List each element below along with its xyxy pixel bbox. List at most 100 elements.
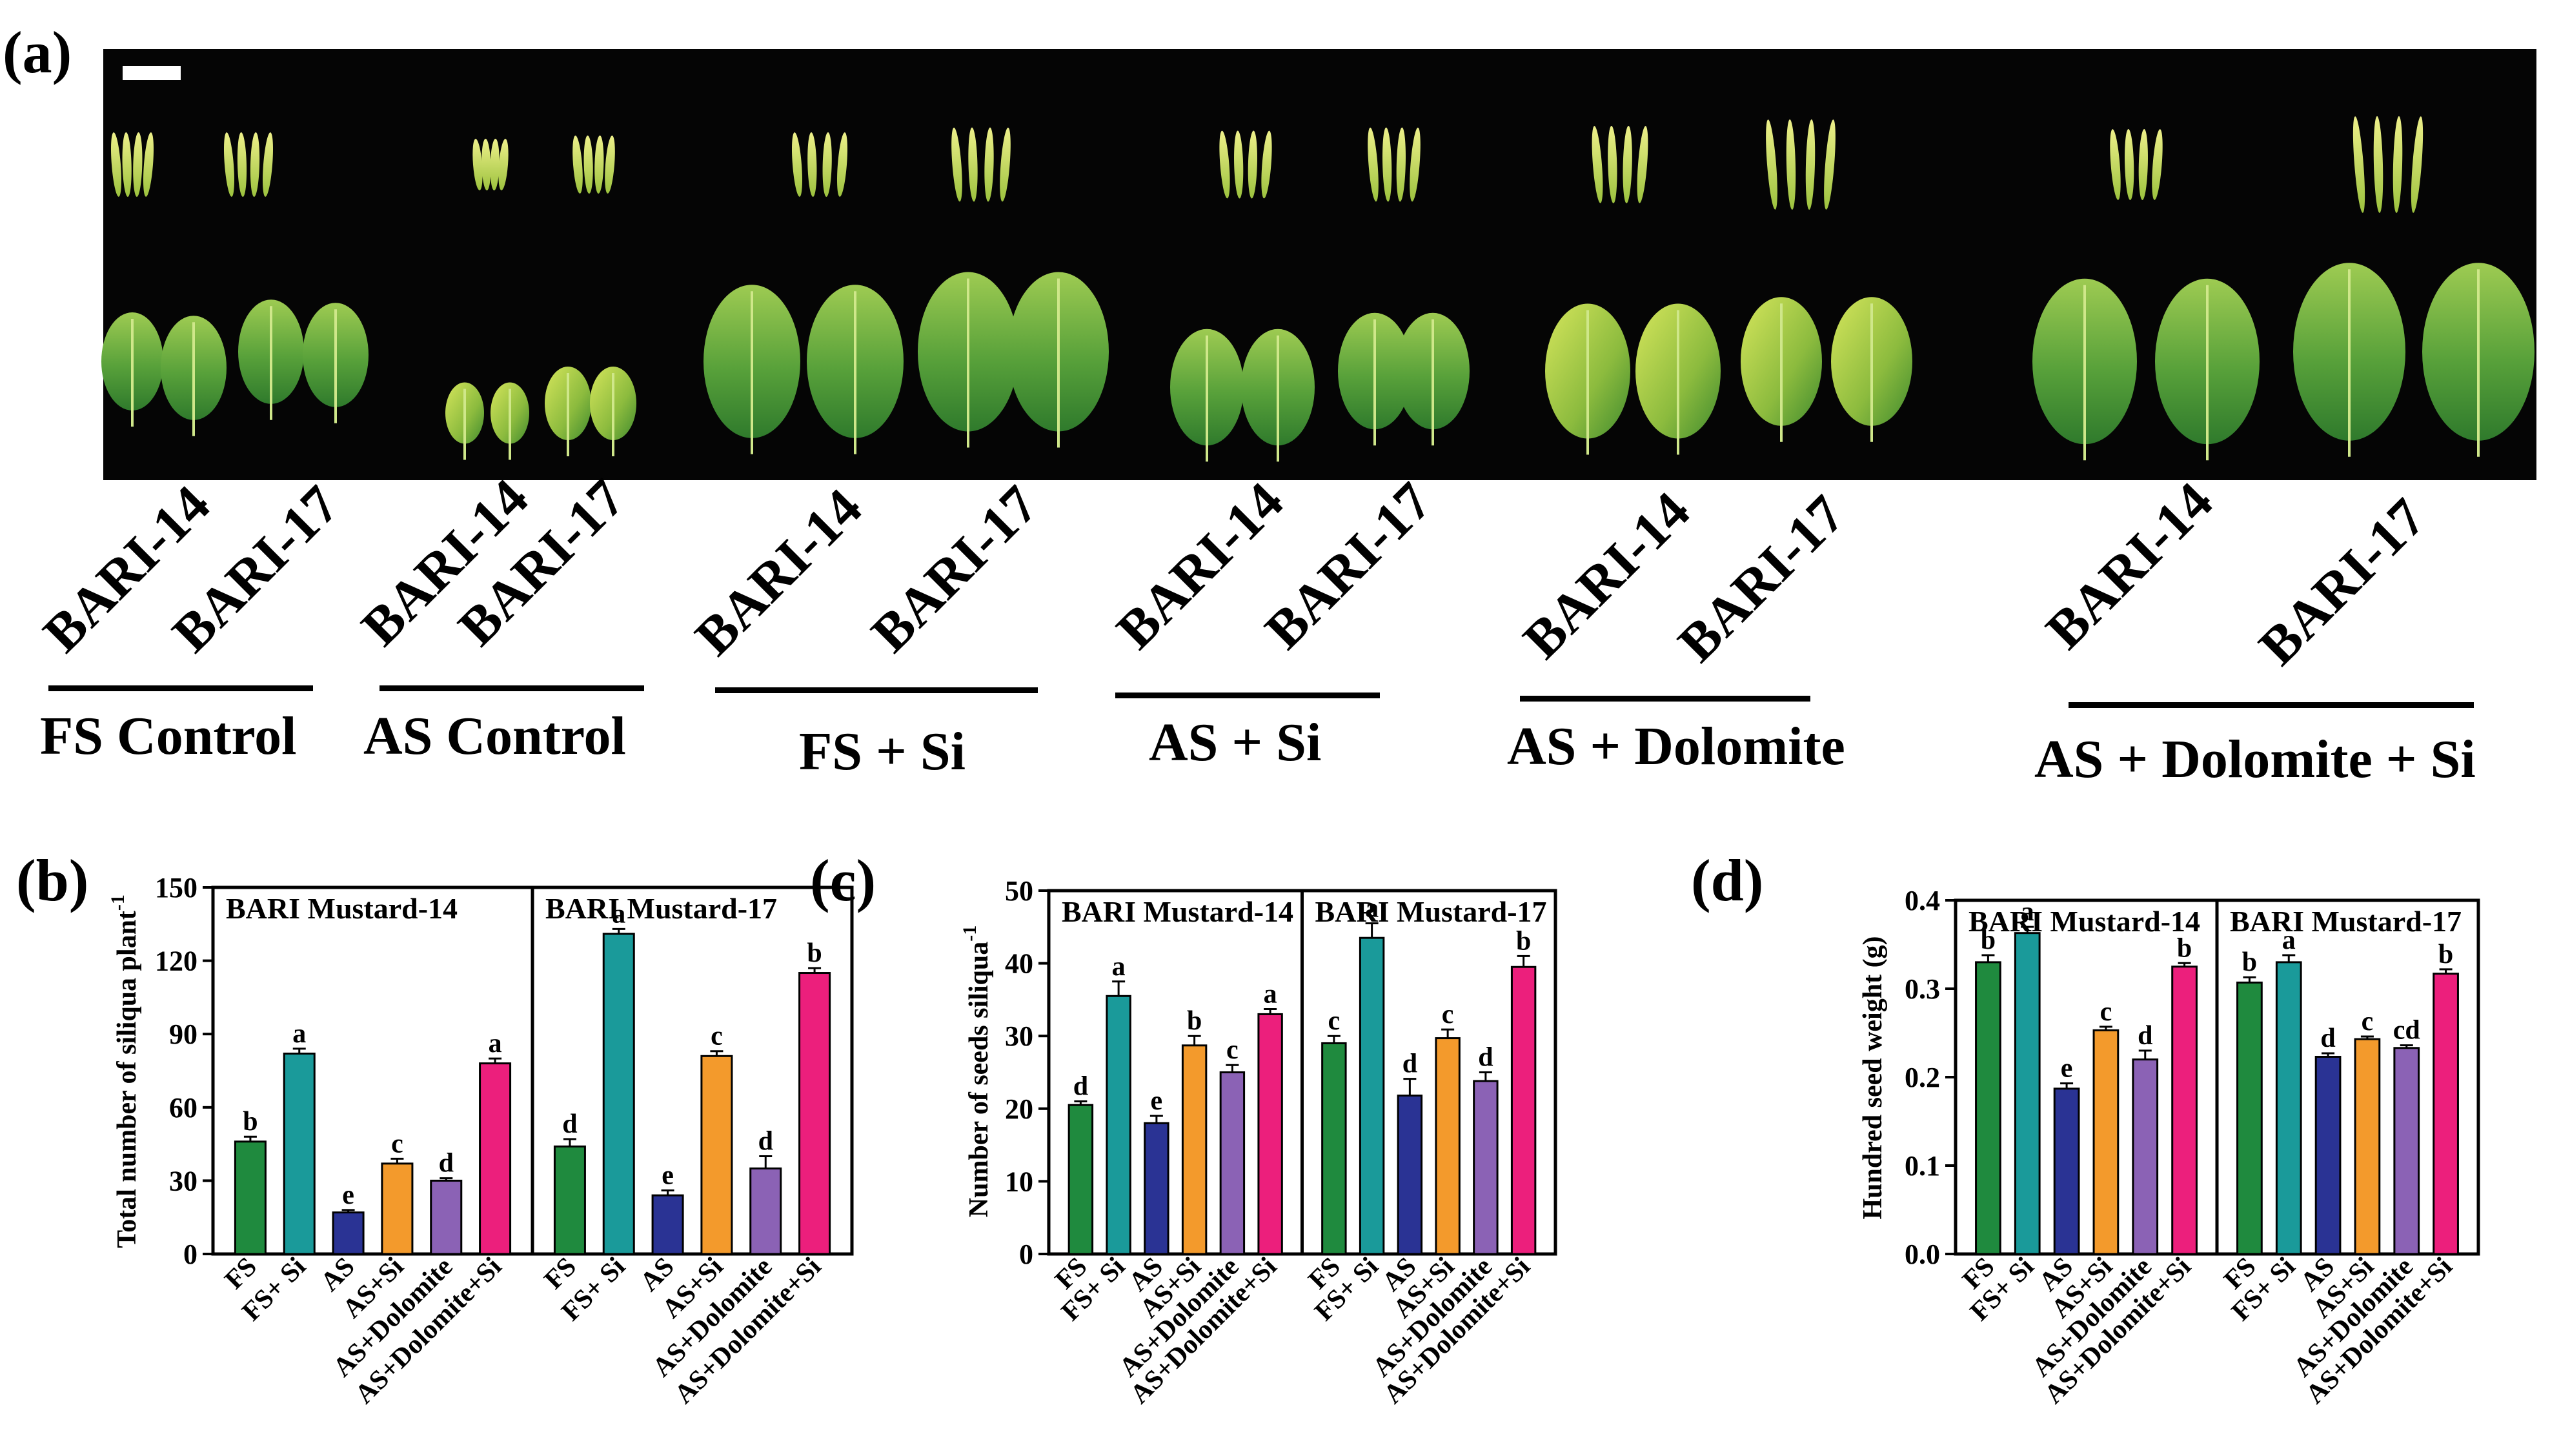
panel-label: (d) [1691,847,1763,913]
significance-letter: e [2061,1054,2073,1084]
siliqua-pod [968,127,978,202]
scale-bar [123,66,181,80]
siliqua-pod [498,139,509,190]
siliqua-pod [110,132,122,197]
bar [700,1055,733,1255]
y-tick-label: 0.3 [1905,973,1940,1005]
y-tick-label: 0 [183,1239,197,1270]
siliqua-pod [583,136,593,194]
bar [2433,973,2459,1255]
group-underline [1520,696,1810,702]
significance-letter: e [342,1180,354,1210]
significance-letter: d [758,1127,773,1157]
bar [1219,1071,1246,1255]
chart-panel-b: (b) BARI Mustard-14 BARI Mustard-17 0 30 60 90… [16,847,854,1410]
bar [2014,932,2041,1255]
siliqua-pod [1608,126,1617,203]
facet-title: BARI Mustard-14 [226,892,458,925]
siliqua-pod [1805,119,1816,210]
siliqua-pod [1382,127,1392,202]
y-tick-label: 40 [1005,948,1033,980]
siliqua-pod [951,127,962,202]
significance-letter: a [612,899,625,929]
variety-label: BARI-17 [1667,484,1856,673]
y-axis-label: Number of seeds siliqua-1 [959,925,994,1217]
y-tick-label: 30 [1005,1020,1033,1052]
significance-letter: d [1478,1043,1493,1073]
significance-letter: a [2282,925,2296,955]
significance-letter: c [2100,997,2112,1027]
siliqua-pod [223,132,235,197]
plant-photo-layer [101,116,2535,462]
variety-label: BARI-14 [1512,481,1701,670]
significance-letter: d [1073,1072,1088,1102]
significance-letter: c [391,1129,403,1158]
y-tick-label: 0.1 [1905,1150,1940,1182]
significance-letter: a [292,1019,306,1049]
siliqua-pod [250,132,260,197]
siliqua-pod [807,132,817,197]
bar [1257,1013,1283,1255]
siliqua-pod [2125,129,2134,200]
bar [1181,1044,1208,1255]
significance-letter: a [489,1029,502,1058]
siliqua-pod [1766,119,1777,210]
bar [2053,1087,2080,1255]
y-tick-label: 50 [1005,875,1033,907]
bar [234,1140,267,1255]
chart-panel-c: (c) BARI Mustard-14 BARI Mustard-17 0 10 20 30… [810,847,1557,1410]
bar [2092,1029,2120,1255]
significance-letter: d [2138,1021,2152,1051]
bar [553,1145,586,1255]
bar [2171,966,2198,1255]
bar [798,972,831,1255]
bar [1068,1104,1094,1255]
bar [2354,1038,2381,1255]
significance-letter: b [1516,926,1531,956]
significance-letter: c [1442,1000,1454,1029]
bar [2393,1047,2420,1255]
y-tick-label: 30 [169,1165,197,1197]
siliqua-pod [1396,127,1406,202]
facet-title: BARI Mustard-17 [2230,905,2462,938]
significance-letter: b [243,1107,258,1137]
bar [2314,1055,2342,1255]
significance-letter: b [1981,925,1996,955]
group-name: AS + Dolomite [1507,716,1845,776]
siliqua-pod [822,132,832,197]
variety-label: BARI-17 [2248,487,2437,676]
bar [2275,961,2302,1255]
bar [1473,1080,1499,1255]
panel-label: (b) [16,847,88,913]
bar [2236,981,2263,1255]
significance-letter: d [2320,1024,2335,1053]
significance-letter: c [711,1022,723,1051]
bar [749,1167,782,1255]
siliqua-pod [1000,127,1011,202]
y-tick-label: 0.0 [1905,1239,1940,1270]
variety-label: BARI-17 [1254,471,1443,660]
bar [1321,1042,1347,1255]
group-name: FS Control [40,706,296,766]
siliqua-pod [262,132,274,197]
bar [1435,1037,1461,1255]
siliqua-pod [605,136,615,194]
siliqua-pod [237,132,247,197]
siliqua-pod [791,132,803,197]
siliqua-pod [572,136,583,194]
group-name: FS + Si [799,722,966,782]
siliqua-pod [472,139,483,190]
siliqua-pod [1410,127,1421,202]
siliqua-pod [1368,127,1379,202]
siliqua-pod [2152,129,2163,200]
group-underline [715,687,1038,693]
bar [283,1052,316,1255]
facet-title: BARI Mustard-14 [1062,895,1293,928]
treatment-group-labels: BARI-14 BARI-17 BARI-14 BARI-17 BARI-14 … [32,468,2476,789]
bar [2132,1058,2159,1255]
siliqua-pod [1261,130,1272,199]
bar [332,1211,365,1255]
siliqua-pod [1786,119,1796,210]
group-name: AS + Dolomite + Si [2034,729,2476,789]
